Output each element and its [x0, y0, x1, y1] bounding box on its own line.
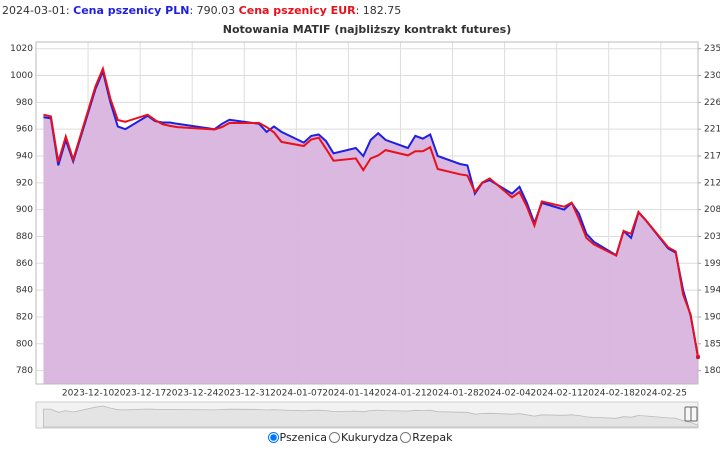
y2-tick-label: 226 — [704, 98, 720, 108]
y2-tick-label: 199 — [704, 259, 720, 269]
y2-tick-label: 208 — [704, 205, 720, 215]
radio-label: Kukurydza — [341, 431, 399, 444]
header-value: : 790.03 — [189, 4, 236, 17]
radio-option[interactable]: Rzepak — [400, 431, 452, 444]
y-tick-label: 1000 — [10, 71, 33, 81]
x-tick-label: 2024-02-04 — [478, 389, 531, 399]
header-value: : 182.75 — [355, 4, 402, 17]
chart-title: Notowania MATIF (najbliższy kontrakt fut… — [223, 23, 511, 36]
header-series: Cena pszenicy EUR — [238, 4, 356, 17]
radio-button[interactable] — [267, 432, 279, 443]
y-tick-label: 860 — [16, 259, 33, 269]
x-tick-label: 2024-01-14 — [322, 389, 375, 399]
chart: Notowania MATIF (najbliższy kontrakt fut… — [10, 23, 720, 429]
header-series: Cena pszenicy PLN — [73, 4, 190, 17]
y2-tick-label: 212 — [704, 178, 720, 188]
radio-button[interactable] — [329, 432, 341, 443]
navigator-handle[interactable] — [684, 406, 692, 422]
x-tick-label: 2024-01-21 — [374, 389, 426, 399]
y-tick-label: 940 — [16, 152, 33, 162]
y2-tick-label: 230 — [704, 71, 720, 81]
y-tick-label: 1020 — [10, 44, 33, 54]
radio-option[interactable]: Kukurydza — [329, 431, 398, 444]
y-tick-label: 980 — [16, 98, 33, 108]
radio-option[interactable]: Pszenica — [267, 431, 328, 444]
x-tick-label: 2024-02-18 — [583, 389, 636, 399]
navigator-handle[interactable] — [690, 406, 698, 422]
y-tick-label: 800 — [16, 339, 33, 349]
x-tick-label: 2023-12-17 — [114, 389, 166, 399]
y2-tick-label: 194 — [704, 286, 720, 296]
x-tick-label: 2024-01-28 — [426, 389, 479, 399]
x-tick-label: 2023-12-24 — [166, 389, 219, 399]
x-tick-label: 2023-12-31 — [218, 389, 270, 399]
y-tick-label: 900 — [16, 205, 33, 215]
radio-label: Pszenica — [279, 431, 328, 444]
navigator-area — [42, 405, 699, 428]
y-tick-label: 960 — [16, 125, 33, 135]
radio-label: Rzepak — [412, 431, 453, 444]
y2-tick-label: 203 — [704, 232, 720, 242]
header-date: 2024-03-01: — [2, 4, 70, 17]
line — [43, 65, 699, 357]
y-tick-label: 840 — [16, 286, 33, 296]
y-tick-label: 780 — [16, 366, 33, 376]
x-tick-label: 2024-01-07 — [270, 389, 322, 399]
plot-border — [35, 41, 699, 385]
y-tick-label: 820 — [16, 312, 33, 322]
y2-tick-label: 235 — [704, 44, 720, 54]
y-tick-label: 920 — [16, 178, 33, 188]
radio-button[interactable] — [400, 432, 412, 443]
x-tick-label: 2023-12-10 — [62, 389, 115, 399]
x-tick-label: 2024-02-11 — [531, 389, 583, 399]
area — [43, 71, 698, 384]
radio-group: Pszenica Kukurydza Rzepak — [0, 431, 720, 444]
header: 2024-03-01: Cena pszenicy PLN: 790.03 Ce… — [2, 4, 401, 17]
y2-tick-label: 185 — [704, 339, 720, 349]
y2-tick-label: 217 — [704, 152, 720, 162]
end-point — [696, 354, 700, 359]
x-tick-label: 2024-02-25 — [635, 389, 687, 399]
y-tick-label: 880 — [16, 232, 33, 242]
y2-tick-label: 190 — [704, 312, 720, 322]
y2-tick-label: 221 — [704, 125, 720, 135]
y2-tick-label: 180 — [704, 366, 720, 376]
